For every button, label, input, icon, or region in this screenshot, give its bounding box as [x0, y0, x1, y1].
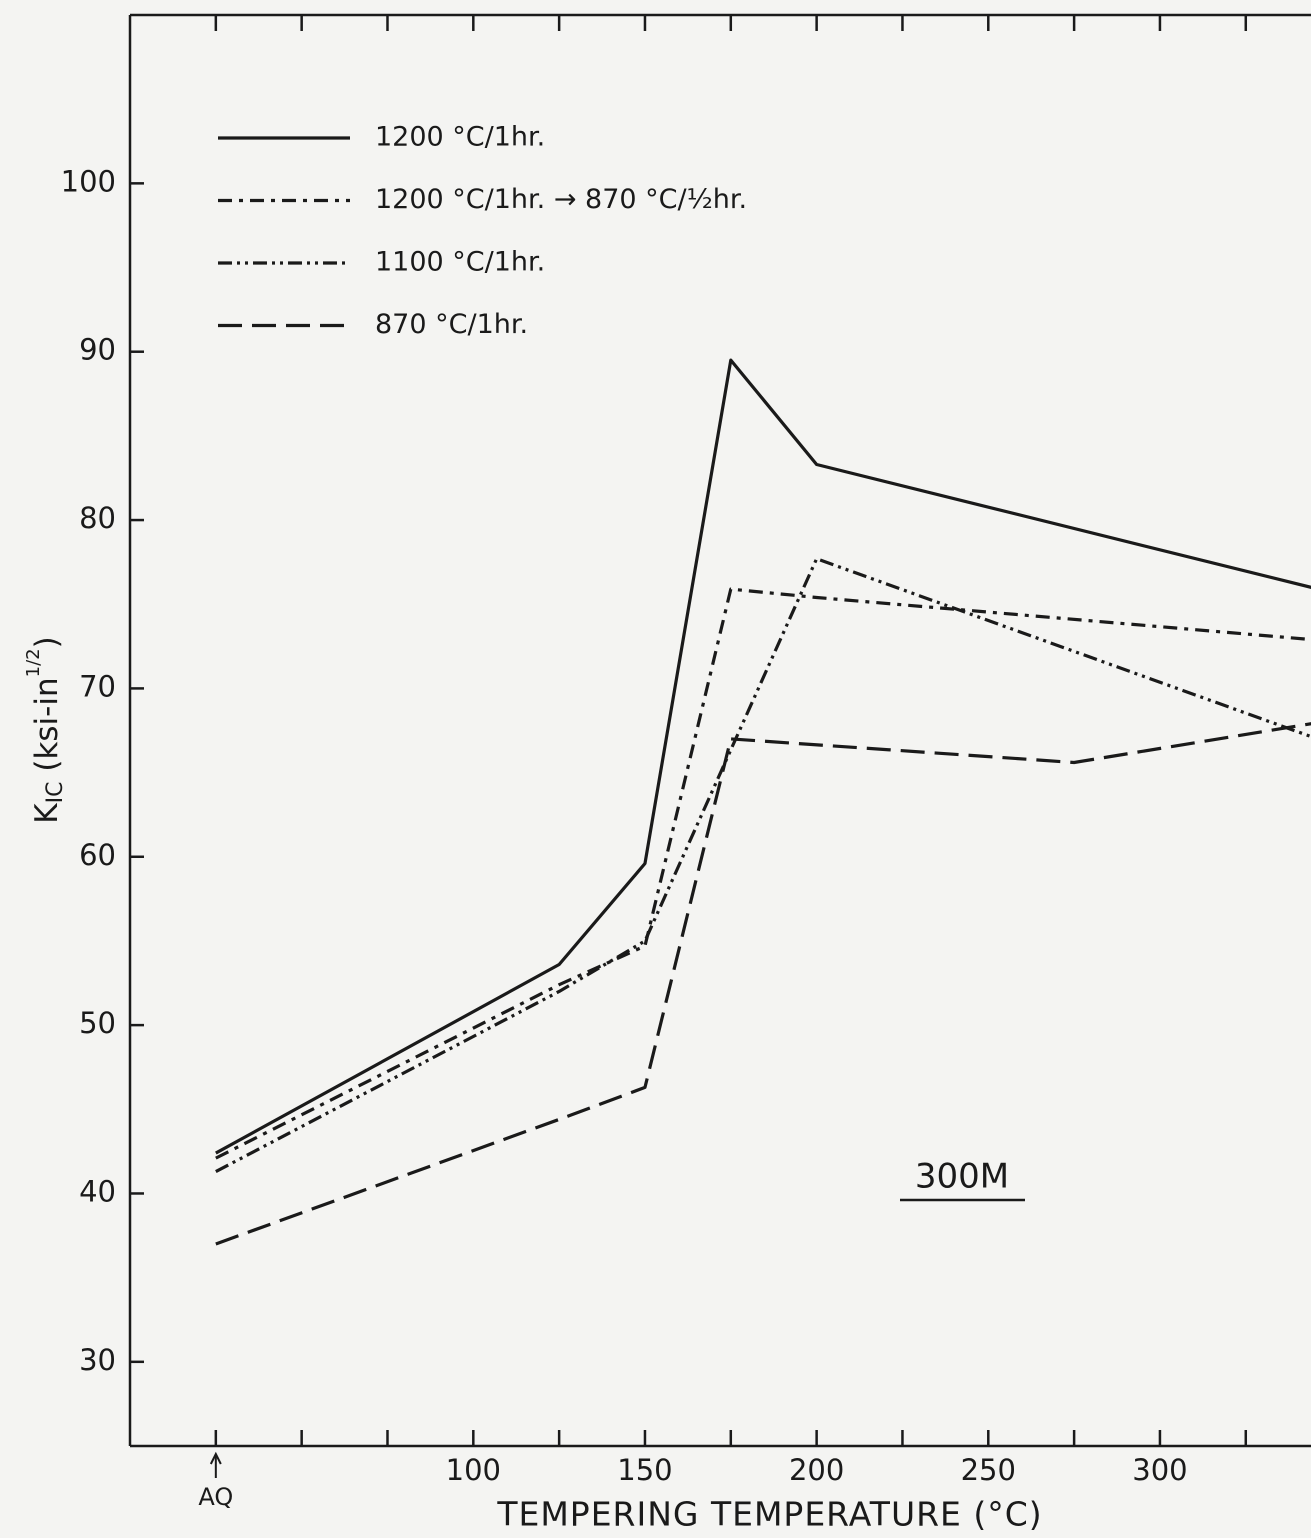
- y-label-sup: 1/2: [23, 648, 44, 677]
- y-tick-label: 40: [79, 1174, 116, 1208]
- aq-arrowhead: [209, 1451, 222, 1465]
- y-tick-label: 50: [79, 1006, 116, 1040]
- y-label-part: (ksi-in: [29, 677, 65, 781]
- series-line: [215, 587, 1311, 1160]
- y-label-part: K: [29, 803, 65, 824]
- x-tick-label: 300: [1132, 1453, 1187, 1487]
- annotation: 300M: [915, 1157, 1009, 1197]
- legend-label: 1100 °C/1hr.: [375, 247, 545, 278]
- y-label-part: ): [29, 636, 65, 648]
- y-label-sub: IC: [43, 782, 68, 804]
- y-tick-label: 30: [79, 1343, 116, 1377]
- y-tick-label: 80: [79, 501, 116, 535]
- series-line: [215, 358, 1311, 1155]
- y-tick-label: 100: [61, 164, 116, 198]
- legend-label: 1200 °C/1hr. → 870 °C/½hr.: [375, 184, 747, 215]
- x-tick-label: 200: [789, 1453, 844, 1487]
- y-tick-label: 60: [79, 838, 116, 872]
- plot-area: [215, 358, 1311, 1246]
- x-axis-title: TEMPERING TEMPERATURE (°C): [496, 1495, 1042, 1534]
- legend-label: 1200 °C/1hr.: [375, 122, 545, 153]
- legend-label: 870 °C/1hr.: [375, 309, 528, 340]
- series-line: [215, 722, 1311, 1246]
- y-tick-label: 90: [79, 333, 116, 367]
- y-tick-label: 70: [79, 669, 116, 703]
- x-tick-label: AQ: [198, 1483, 233, 1511]
- x-tick-label: 100: [446, 1453, 501, 1487]
- x-tick-label: 150: [617, 1453, 672, 1487]
- y-axis-title: KIC (ksi-in1/2): [23, 636, 68, 823]
- x-tick-label: 250: [961, 1453, 1016, 1487]
- series-line: [215, 557, 1311, 1173]
